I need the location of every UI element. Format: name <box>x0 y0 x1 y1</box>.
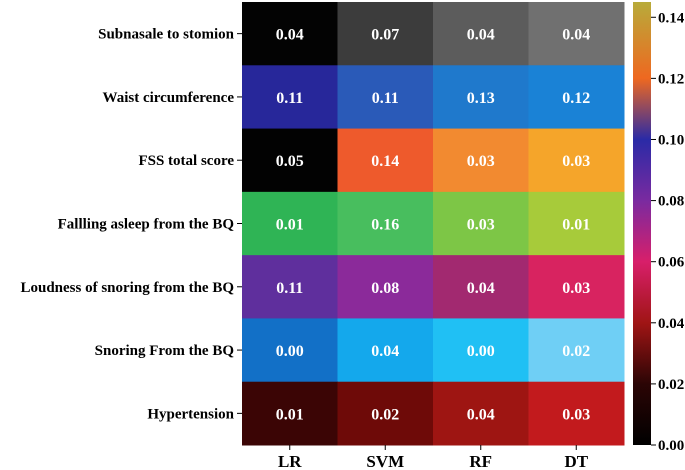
cell-value-label: 0.04 <box>467 406 495 423</box>
heatmap-cell <box>433 2 529 66</box>
heatmap-cell <box>433 65 529 130</box>
heatmap-cell <box>528 191 625 256</box>
cell-value-label: 0.13 <box>467 90 495 107</box>
colorbar <box>633 2 651 445</box>
colorbar-tick-label: 0.14 <box>658 10 685 26</box>
heatmap-cell <box>242 65 338 130</box>
colorbar-tick-label: 0.10 <box>658 132 684 148</box>
colorbar-tick-label: 0.06 <box>658 255 685 271</box>
cell-value-label: 0.01 <box>276 406 304 423</box>
cell-value-label: 0.04 <box>371 343 399 360</box>
heatmap-cell <box>337 255 434 319</box>
heatmap-cell <box>242 255 338 319</box>
cell-value-label: 0.00 <box>276 343 304 360</box>
column-label: DT <box>564 452 588 470</box>
row-label: Waist circumference <box>103 90 235 106</box>
cell-value-label: 0.12 <box>562 90 590 107</box>
heatmap-cell <box>433 255 529 319</box>
heatmap-cell <box>433 381 529 446</box>
heatmap-cell <box>242 191 338 256</box>
cell-value-label: 0.03 <box>562 406 590 423</box>
column-label: LR <box>278 452 302 470</box>
heatmap-cell <box>433 318 529 383</box>
colorbar-tick-label: 0.02 <box>658 377 684 393</box>
cell-value-label: 0.00 <box>467 343 495 360</box>
cell-value-label: 0.11 <box>276 90 303 107</box>
heatmap-cell <box>528 65 625 130</box>
row-label: Hypertension <box>147 406 234 422</box>
cell-value-label: 0.01 <box>562 217 590 234</box>
cell-value-label: 0.04 <box>467 27 495 44</box>
cell-value-label: 0.02 <box>371 406 399 423</box>
column-label: SVM <box>366 452 404 470</box>
colorbar-tick-label: 0.00 <box>658 438 684 454</box>
colorbar-tick-label: 0.08 <box>658 194 684 210</box>
heatmap-cell <box>337 2 434 66</box>
row-label: Fallling asleep from the BQ <box>58 217 235 233</box>
heatmap-cell <box>528 381 625 446</box>
heatmap-cell <box>337 191 434 256</box>
heatmap-cell <box>242 318 338 383</box>
heatmap-cell <box>528 255 625 319</box>
heatmap-cell <box>337 65 434 130</box>
heatmap-cell <box>528 318 625 383</box>
row-label: Subnasale to stomion <box>98 27 235 43</box>
cell-value-label: 0.04 <box>467 280 495 297</box>
cell-value-label: 0.11 <box>276 280 303 297</box>
cell-value-label: 0.16 <box>371 217 399 234</box>
cell-value-label: 0.07 <box>371 27 399 44</box>
cell-value-label: 0.11 <box>372 90 399 107</box>
heatmap-cell <box>242 381 338 446</box>
row-label: FSS total score <box>138 153 234 169</box>
cell-value-label: 0.08 <box>371 280 399 297</box>
heatmap-cell <box>528 128 625 193</box>
cell-value-label: 0.02 <box>562 343 590 360</box>
cell-value-label: 0.05 <box>276 153 304 170</box>
row-label: Snoring From the BQ <box>95 343 235 359</box>
heatmap-cell <box>528 2 625 66</box>
heatmap-cell <box>337 128 434 193</box>
row-label: Loudness of snoring from the BQ <box>20 280 234 296</box>
heatmap-cell <box>433 128 529 193</box>
colorbar-tick-label: 0.04 <box>658 316 685 332</box>
cell-value-label: 0.04 <box>276 27 304 44</box>
cell-value-label: 0.14 <box>371 153 399 170</box>
colorbar-tick-label: 0.12 <box>658 71 684 87</box>
heatmap-cell <box>337 381 434 446</box>
cell-value-label: 0.03 <box>467 153 495 170</box>
cell-value-label: 0.01 <box>276 217 304 234</box>
heatmap-cell <box>433 191 529 256</box>
heatmap-cell <box>337 318 434 383</box>
column-label: RF <box>469 452 492 470</box>
cell-value-label: 0.04 <box>562 27 590 44</box>
cell-value-label: 0.03 <box>562 153 590 170</box>
cell-value-label: 0.03 <box>467 217 495 234</box>
heatmap-cell <box>242 128 338 193</box>
heatmap-cell <box>242 2 338 66</box>
cell-value-label: 0.03 <box>562 280 590 297</box>
